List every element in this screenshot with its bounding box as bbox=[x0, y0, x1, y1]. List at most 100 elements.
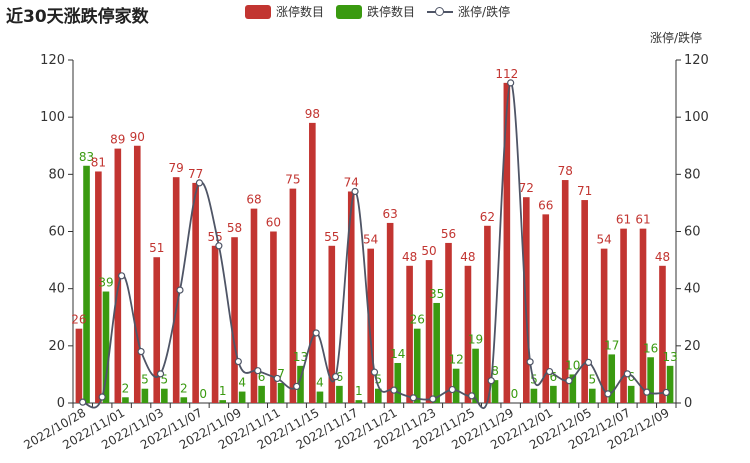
data-label-limit-up: 51 bbox=[149, 241, 164, 255]
bar-limit-down bbox=[569, 374, 577, 403]
bar-limit-down bbox=[375, 388, 382, 403]
ratio-point bbox=[273, 374, 281, 383]
ratio-point bbox=[156, 370, 165, 378]
legend-item-limit-up[interactable]: 涨停数目 bbox=[245, 3, 324, 20]
data-label-limit-up: 79 bbox=[169, 161, 184, 175]
ratio-point bbox=[331, 373, 340, 381]
data-label-limit-down: 39 bbox=[98, 276, 113, 290]
bar-limit-up bbox=[425, 260, 433, 403]
data-label-limit-down: 17 bbox=[604, 338, 619, 352]
data-label-limit-up: 55 bbox=[207, 230, 222, 244]
bar-limit-up bbox=[639, 228, 647, 403]
data-label-limit-up: 48 bbox=[460, 250, 475, 264]
left-y-tick-label: 40 bbox=[48, 282, 65, 297]
ratio-point bbox=[195, 179, 204, 187]
data-label-limit-down: 6 bbox=[627, 370, 635, 384]
ratio-point bbox=[176, 286, 184, 294]
bar-limit-up bbox=[367, 248, 374, 403]
bar-limit-down bbox=[297, 365, 304, 403]
data-label-limit-down: 1 bbox=[355, 384, 363, 398]
bar-limit-up bbox=[386, 222, 394, 403]
bar-limit-down bbox=[219, 400, 227, 403]
data-label-limit-up: 78 bbox=[558, 164, 573, 178]
right-y-tick-label: 20 bbox=[684, 339, 701, 354]
legend-item-ratio[interactable]: 涨停/跌停 bbox=[427, 3, 510, 20]
ratio-point bbox=[79, 398, 87, 406]
bar-limit-down bbox=[258, 385, 265, 403]
bar-limit-up bbox=[347, 191, 355, 403]
bar-limit-up bbox=[172, 177, 180, 403]
bar-limit-down bbox=[277, 382, 285, 403]
bar-limit-up bbox=[95, 171, 102, 403]
data-label-limit-up: 77 bbox=[188, 167, 203, 181]
left-y-tick-label: 60 bbox=[48, 225, 65, 240]
data-label-limit-up: 54 bbox=[596, 233, 611, 247]
ratio-point bbox=[370, 368, 379, 376]
right-y-tick-label: 120 bbox=[684, 53, 709, 68]
ratio-point bbox=[487, 377, 495, 385]
right-axis-name: 涨停/跌停 bbox=[649, 31, 702, 45]
data-label-limit-up: 26 bbox=[71, 313, 86, 327]
right-y-tick-label: 80 bbox=[684, 167, 701, 182]
data-label-limit-down: 5 bbox=[588, 373, 596, 387]
data-label-limit-up: 89 bbox=[110, 133, 125, 147]
data-label-limit-up: 56 bbox=[441, 227, 456, 241]
data-label-limit-down: 13 bbox=[293, 350, 308, 364]
data-label-limit-down: 2 bbox=[180, 381, 188, 395]
data-label-limit-up: 98 bbox=[305, 107, 320, 121]
data-label-limit-down: 7 bbox=[277, 367, 285, 381]
data-label-limit-down: 13 bbox=[662, 350, 677, 364]
legend-label: 跌停数目 bbox=[367, 5, 416, 19]
left-y-tick-label: 20 bbox=[48, 339, 65, 354]
data-label-limit-up: 48 bbox=[402, 250, 417, 264]
bar-limit-up bbox=[133, 145, 141, 403]
bar-limit-down bbox=[608, 354, 616, 403]
data-label-limit-up: 63 bbox=[383, 207, 398, 221]
ratio-point bbox=[565, 377, 573, 385]
bar-limit-up bbox=[192, 182, 199, 403]
ratio-point bbox=[254, 367, 262, 375]
bar-limit-down bbox=[83, 165, 90, 403]
data-label-limit-up: 90 bbox=[130, 130, 145, 144]
legend-item-limit-down[interactable]: 跌停数目 bbox=[336, 3, 415, 20]
legend-swatch-red bbox=[245, 4, 271, 19]
ratio-point bbox=[604, 390, 612, 398]
bar-limit-down bbox=[433, 302, 440, 403]
bar-limit-down bbox=[588, 388, 596, 403]
bar-limit-down bbox=[452, 368, 460, 403]
ratio-point bbox=[623, 370, 631, 378]
bar-limit-down bbox=[238, 391, 246, 403]
data-label-limit-down: 6 bbox=[336, 370, 344, 384]
ratio-point bbox=[643, 388, 651, 396]
bar-limit-up bbox=[328, 245, 336, 403]
data-label-limit-up: 62 bbox=[480, 210, 495, 224]
bar-limit-up bbox=[581, 200, 588, 403]
ratio-point bbox=[429, 395, 437, 403]
bar-limit-up bbox=[600, 248, 608, 403]
data-label-limit-up: 60 bbox=[266, 216, 281, 230]
data-label-limit-up: 61 bbox=[635, 213, 650, 227]
data-label-limit-down: 10 bbox=[565, 358, 580, 372]
right-y-tick-label: 100 bbox=[684, 110, 709, 125]
ratio-point bbox=[545, 367, 554, 376]
legend-label: 涨停/跌停 bbox=[458, 5, 511, 19]
bar-limit-down bbox=[413, 328, 421, 403]
ratio-point bbox=[526, 358, 534, 366]
data-label-limit-down: 5 bbox=[374, 373, 382, 387]
ratio-point bbox=[351, 187, 359, 196]
data-label-limit-down: 4 bbox=[238, 376, 246, 390]
bar-limit-up bbox=[309, 122, 316, 403]
bar-limit-up bbox=[270, 231, 277, 403]
left-y-tick-label: 120 bbox=[40, 53, 65, 68]
legend-swatch-green bbox=[336, 4, 363, 19]
bar-limit-down bbox=[491, 380, 499, 403]
data-label-limit-down: 14 bbox=[390, 347, 405, 361]
data-label-limit-up: 61 bbox=[616, 213, 631, 227]
bar-limit-down bbox=[102, 291, 110, 403]
bar-limit-up bbox=[75, 328, 83, 403]
chart-title: 近30天涨跌停家数 bbox=[6, 7, 149, 27]
bar-limit-up bbox=[406, 265, 413, 403]
data-label-limit-up: 112 bbox=[495, 67, 518, 81]
bar-limit-down bbox=[336, 385, 343, 403]
line-marker-icon bbox=[427, 5, 454, 19]
